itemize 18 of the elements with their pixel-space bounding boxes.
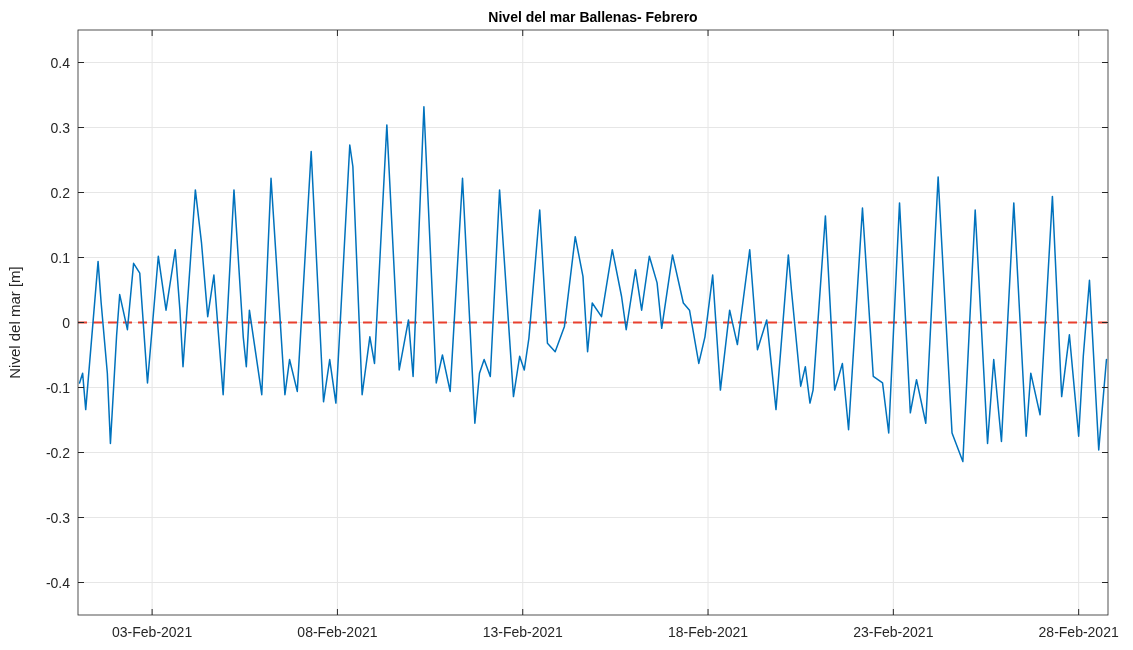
- y-tick-label: 0.3: [50, 119, 71, 136]
- y-tick-label: -0.3: [45, 509, 71, 526]
- y-tick-label: 0: [62, 314, 71, 331]
- x-tick-label: 13-Feb-2021: [482, 624, 564, 640]
- y-tick-label: -0.4: [45, 574, 71, 591]
- y-tick-label: 0.2: [50, 184, 71, 201]
- x-tick-label: 28-Feb-2021: [1038, 624, 1119, 640]
- y-axis-title: Nivel del mar [m]: [6, 266, 23, 379]
- chart-title: Nivel del mar Ballenas- Febrero: [488, 9, 698, 25]
- y-tick-label: -0.2: [45, 444, 71, 461]
- y-tick-label: 0.1: [50, 249, 71, 266]
- line-series: [78, 105, 1108, 463]
- x-tick-label: 08-Feb-2021: [297, 624, 378, 640]
- x-tick-label: 03-Feb-2021: [112, 624, 193, 640]
- y-tick-label: -0.1: [45, 379, 71, 396]
- x-tick-label: 23-Feb-2021: [853, 624, 934, 640]
- x-tick-label: 18-Feb-2021: [667, 624, 749, 640]
- y-tick-label: 0.4: [50, 54, 71, 71]
